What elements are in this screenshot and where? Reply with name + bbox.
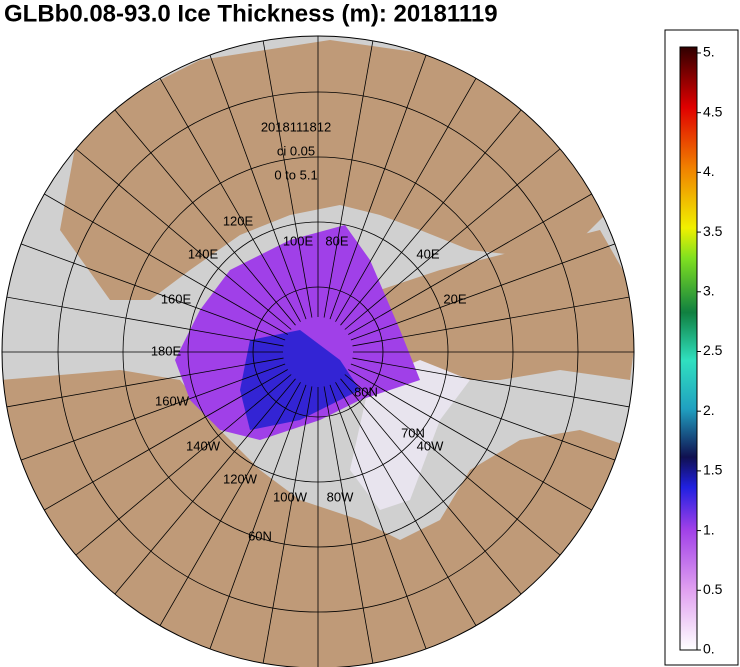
meridian <box>352 294 634 347</box>
meridian <box>260 386 313 667</box>
meridian <box>105 98 296 326</box>
meridian <box>32 186 288 335</box>
graticule <box>2 36 634 667</box>
meridian <box>105 378 296 606</box>
meridian <box>64 139 292 330</box>
colorbar-ticks: 0. 0.5 1. 1.5 2. 2.5 3. 3.5 4. 4.5 5. <box>697 44 723 657</box>
tick-label: 2. <box>703 402 715 418</box>
tick-label: 1. <box>703 521 715 537</box>
map-label: 140W <box>186 438 221 453</box>
meridian <box>2 294 284 347</box>
map-label: 40E <box>416 246 439 261</box>
meridian <box>335 382 484 638</box>
map-label: 160W <box>155 393 190 408</box>
meridian <box>7 238 286 341</box>
parallel <box>57 91 579 613</box>
tick-label: 3.5 <box>703 223 723 239</box>
map-label: 80N <box>354 384 378 399</box>
meridian <box>350 363 629 466</box>
meridian <box>344 139 572 330</box>
colorbar-frame <box>664 29 739 666</box>
tick-label: 0. <box>703 641 715 657</box>
land-greenland-europe <box>380 230 634 380</box>
tick-label: 4. <box>703 163 715 179</box>
meridian <box>323 36 376 318</box>
parallel <box>122 156 514 548</box>
meridian <box>335 66 484 322</box>
map-label: 160E <box>161 291 192 306</box>
parallel <box>187 221 449 483</box>
meridian <box>2 357 284 410</box>
meridian <box>350 238 629 341</box>
meridian <box>348 186 604 335</box>
meridian <box>344 374 572 565</box>
meridian <box>340 378 531 606</box>
map-border <box>1 35 635 667</box>
tick-label: 3. <box>703 282 715 298</box>
meridian <box>32 369 288 518</box>
annotation: 0 to 5.1 <box>274 167 317 182</box>
map-label: 80W <box>327 489 354 504</box>
tick-label: 2.5 <box>703 342 723 358</box>
map-label: 100W <box>273 489 308 504</box>
annotation: ci 0.05 <box>277 143 315 158</box>
tick-label: 0.5 <box>703 581 723 597</box>
annotation: 2018111812 <box>261 119 331 134</box>
meridian <box>64 374 292 565</box>
meridian <box>348 369 604 518</box>
meridian <box>7 363 286 466</box>
land-america <box>2 370 634 667</box>
map-label: 180E <box>151 343 182 358</box>
map-label: 20E <box>443 291 466 306</box>
parallel <box>252 286 384 418</box>
tick-label: 1.5 <box>703 462 723 478</box>
meridian <box>329 41 432 320</box>
meridian <box>152 66 301 322</box>
meridian <box>152 382 301 638</box>
title: GLBb0.08-93.0 Ice Thickness (m): 2018111… <box>4 0 498 27</box>
map-label: 60N <box>248 528 272 543</box>
thick-ice <box>240 330 360 430</box>
land-eurasia <box>60 40 610 300</box>
meridian <box>352 357 634 410</box>
meridian <box>260 36 313 318</box>
meridian <box>323 386 376 667</box>
map-label: 120W <box>223 471 258 486</box>
meridian <box>204 41 307 320</box>
tick-label: 4.5 <box>703 103 723 119</box>
map <box>2 36 634 667</box>
map-label: 100E <box>283 233 314 248</box>
map-label: 120E <box>223 213 254 228</box>
meridian <box>204 384 307 663</box>
meridian <box>329 384 432 663</box>
map-label: 80E <box>325 233 348 248</box>
map-label: 140E <box>188 246 219 261</box>
tick-label: 5. <box>703 44 715 60</box>
map-label: 40W <box>417 438 444 453</box>
map-label: 70N <box>401 425 425 440</box>
colorbar <box>679 46 698 651</box>
meridian <box>340 98 531 326</box>
map-labels: 120E 140E 100E 80E 40E 160E 20E 180E 80N 160W 70N4… <box>151 213 467 543</box>
